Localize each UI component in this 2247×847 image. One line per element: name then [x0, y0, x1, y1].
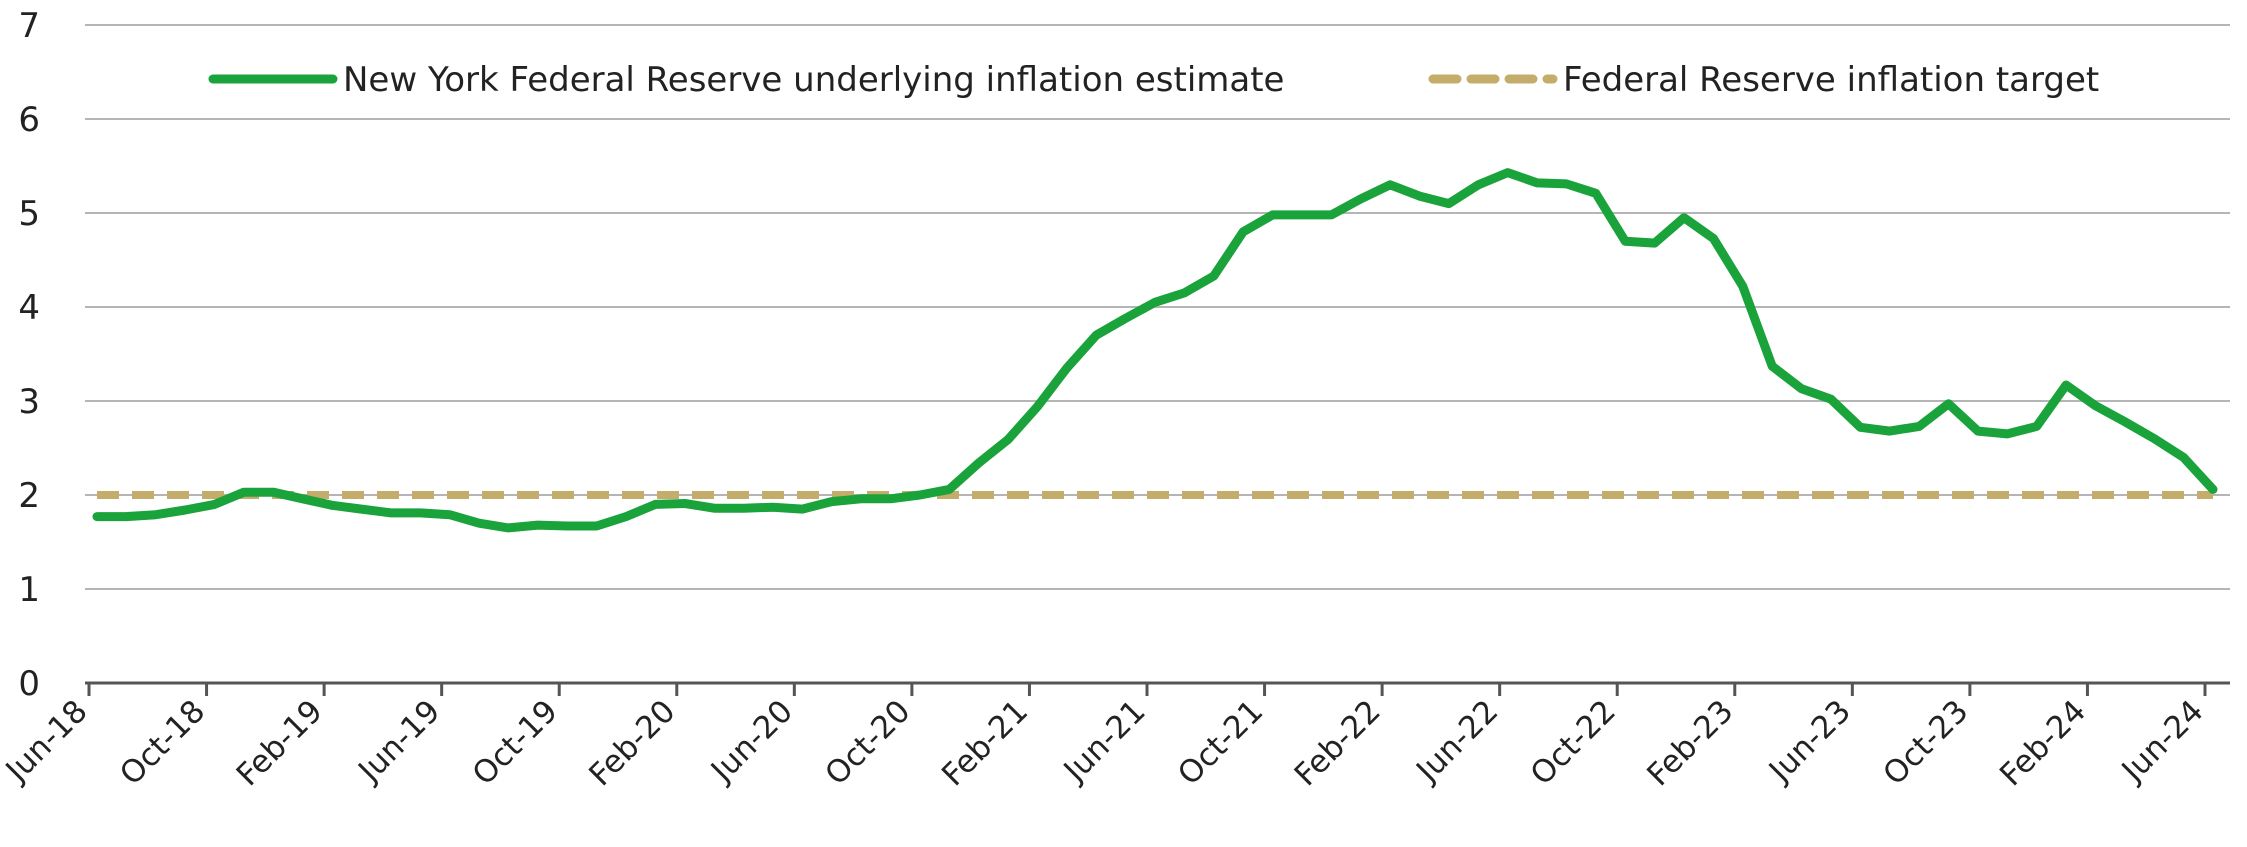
x-tick-label: Feb-24	[1993, 693, 2093, 793]
x-tick-label: Jun-22	[1408, 693, 1505, 790]
series-line-underlying-inflation	[92, 168, 2218, 533]
y-tick-label: 2	[18, 476, 40, 516]
x-tick-label: Feb-23	[1640, 693, 1740, 793]
x-tick-label: Feb-19	[230, 693, 330, 793]
x-tick-label: Jun-18	[0, 693, 95, 790]
series-lines	[92, 168, 2218, 533]
x-tick-label: Jun-23	[1761, 693, 1858, 790]
x-tick-label: Oct-22	[1524, 693, 1623, 792]
x-tick-label: Oct-20	[818, 693, 917, 792]
y-tick-label: 0	[18, 664, 40, 704]
x-tick-label: Feb-21	[935, 693, 1035, 793]
x-tick-label: Feb-20	[582, 693, 682, 793]
x-axis: Jun-18 Oct-18 Feb-19 Jun-19 Oct-19 Feb-20 Jun-…	[0, 681, 2230, 793]
x-tick-label: Oct-23	[1876, 693, 1975, 792]
x-tick-label: Jun-21	[1056, 693, 1153, 790]
y-tick-label: 7	[18, 6, 40, 46]
y-axis: 0 1 2 3 4 5 6 7	[18, 6, 40, 704]
y-tick-label: 6	[18, 100, 40, 140]
legend-label-inflation-target: Federal Reserve inflation target	[1563, 60, 2099, 100]
x-tick-label: Feb-22	[1288, 693, 1388, 793]
gridlines	[85, 24, 2230, 590]
x-tick-label: Jun-19	[350, 693, 447, 790]
x-tick-label: Jun-24	[2114, 693, 2211, 790]
y-tick-label: 3	[18, 382, 40, 422]
y-tick-label: 1	[18, 570, 40, 610]
x-tick-label: Jun-20	[703, 693, 800, 790]
y-tick-label: 4	[18, 288, 40, 328]
x-tick-label: Oct-19	[466, 693, 565, 792]
legend: New York Federal Reserve underlying infl…	[208, 60, 2099, 100]
x-tick-label: Oct-18	[113, 693, 212, 792]
legend-label-underlying-inflation: New York Federal Reserve underlying infl…	[343, 60, 1284, 100]
y-tick-label: 5	[18, 194, 40, 234]
x-tick-label: Oct-21	[1171, 693, 1270, 792]
